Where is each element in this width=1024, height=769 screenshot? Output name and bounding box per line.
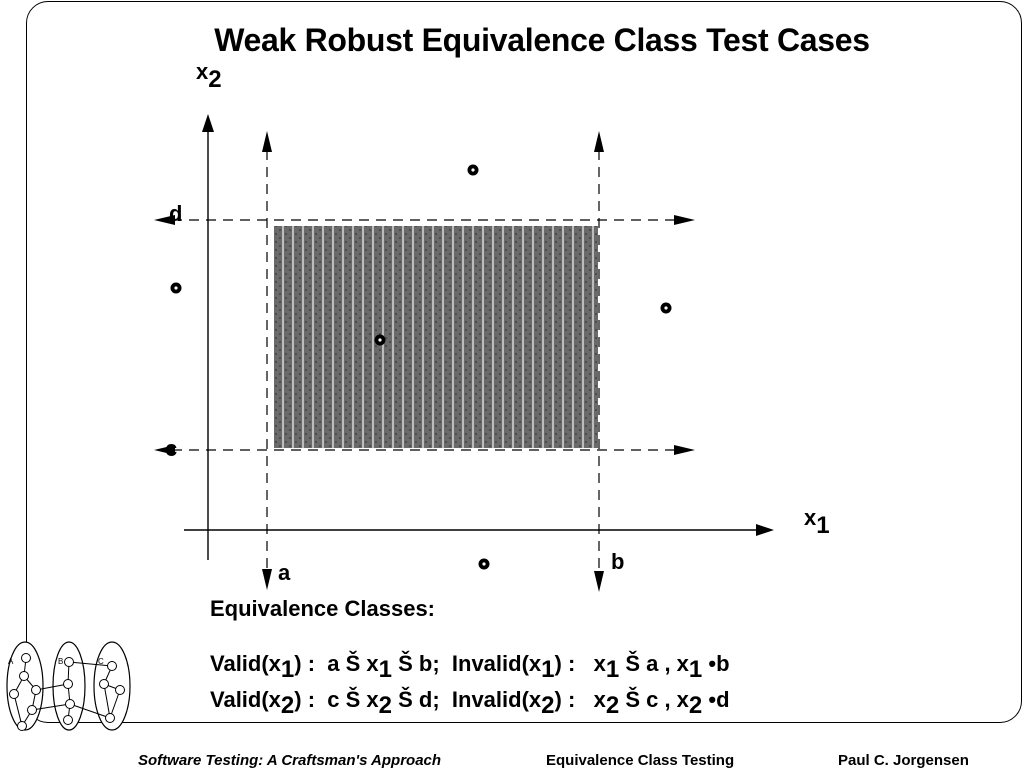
valid-region xyxy=(274,226,598,448)
boundary-b-arrow-down xyxy=(594,571,604,592)
slide-frame xyxy=(26,1,1022,723)
x1-axis-arrow xyxy=(756,524,774,536)
boundary-d-arrow-left xyxy=(154,215,175,225)
footer-author: Paul C. Jorgensen xyxy=(838,752,969,769)
footer-book-title: Software Testing: A Craftsman's Approach xyxy=(138,752,442,769)
slide-title: Weak Robust Equivalence Class Test Cases xyxy=(214,22,870,58)
logo-letter-b: B xyxy=(58,657,63,666)
boundary-c-arrow-left xyxy=(154,445,175,455)
boundary-b-arrow-up xyxy=(594,131,604,152)
boundary-c-arrow-right xyxy=(674,445,695,455)
boundary-c-label: c xyxy=(165,436,178,461)
x1-axis-label: x1 xyxy=(804,505,830,539)
boundary-a-label: a xyxy=(278,560,291,585)
boundary-d-arrow-right xyxy=(674,215,695,225)
equivalence-row-x1: Valid(x1) : a Š x1 Š b; Invalid(x1) : x1… xyxy=(210,651,730,683)
equivalence-row-x2: Valid(x2) : c Š x2 Š d; Invalid(x2) : x2… xyxy=(210,687,730,719)
x2-axis-label: x2 xyxy=(196,59,222,93)
footer-topic: Equivalence Class Testing xyxy=(546,752,735,769)
boundary-a-arrow-up xyxy=(262,131,272,152)
graph-logo-icon: A B C xyxy=(6,641,131,731)
boundary-d-label: d xyxy=(169,201,183,226)
boundary-a-arrow-down xyxy=(262,569,272,590)
boundary-b-label: b xyxy=(611,549,625,574)
test-case-points xyxy=(170,164,672,570)
logo-letter-c: C xyxy=(98,657,104,666)
x2-axis-arrow xyxy=(202,114,214,132)
logo-letter-a: A xyxy=(8,657,14,666)
equivalence-heading: Equivalence Classes: xyxy=(210,596,436,621)
